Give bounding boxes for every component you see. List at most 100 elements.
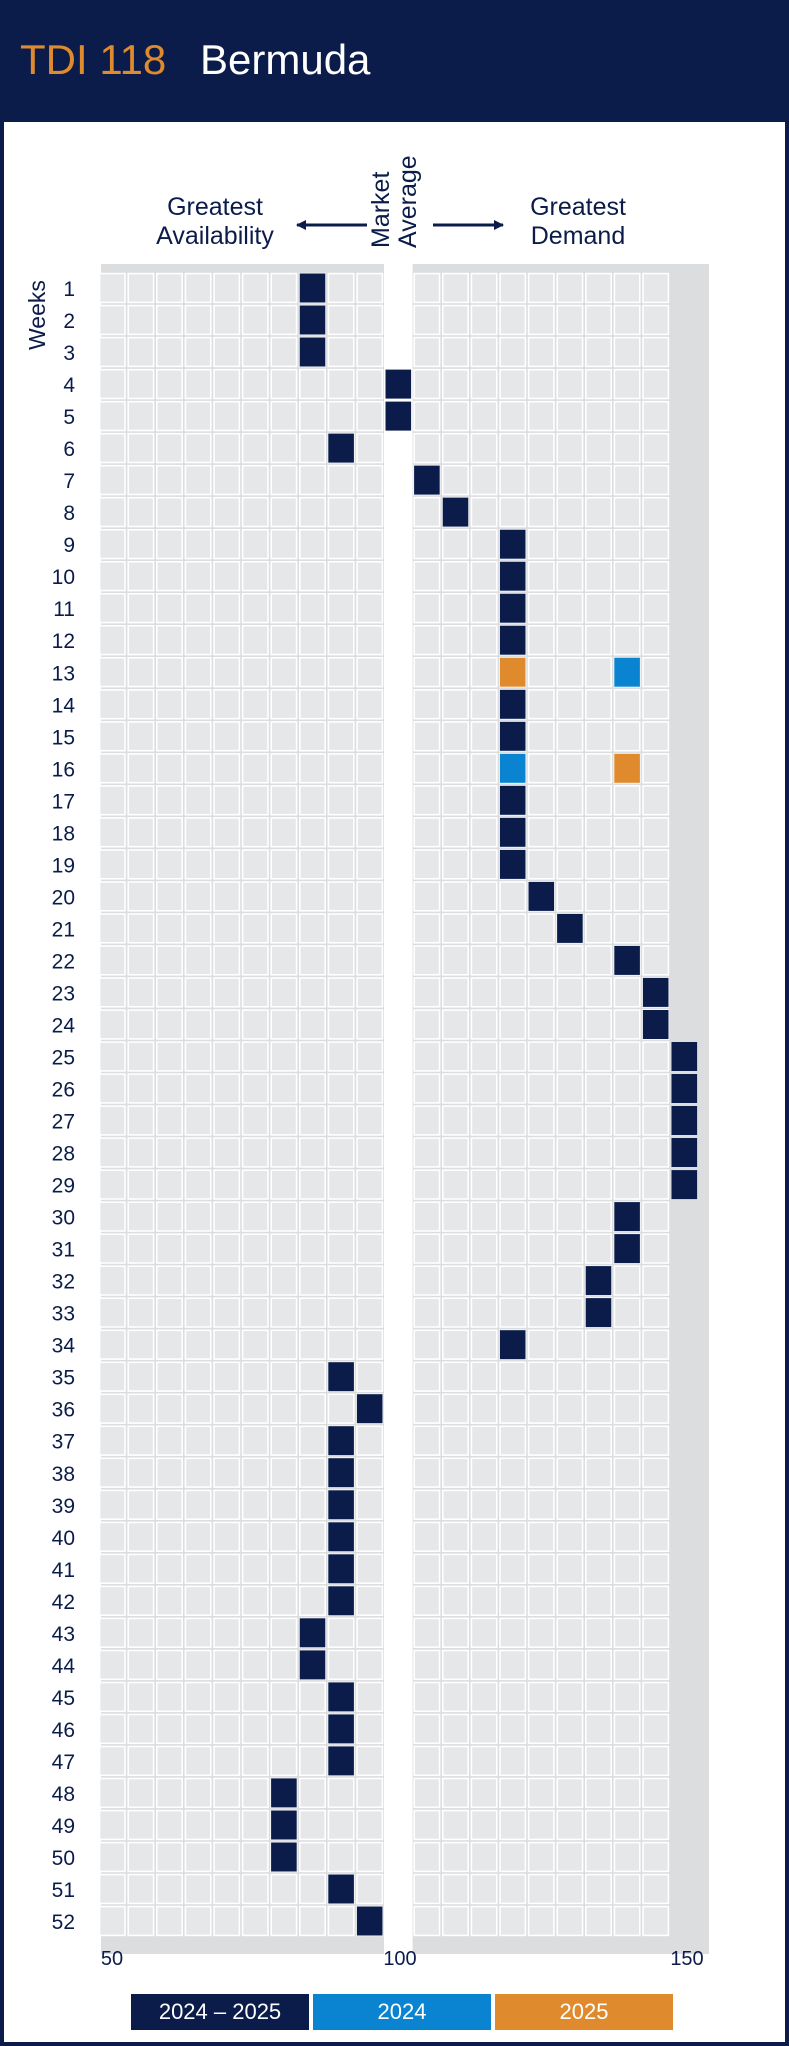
grid-cell: [613, 1745, 641, 1777]
grid-cell: [270, 1201, 298, 1232]
grid-cell: [241, 1489, 269, 1521]
grid-cell: [441, 1777, 469, 1809]
grid-cell: [642, 1713, 670, 1745]
grid-cell: [127, 304, 155, 336]
grid-cell: [127, 881, 155, 912]
grid-cell: [441, 1553, 469, 1585]
grid-cell: [213, 432, 241, 464]
grid-cell: [413, 1361, 441, 1392]
grid-cell: [98, 1297, 126, 1328]
grid-cell: [470, 496, 498, 528]
grid-cell: [213, 1873, 241, 1905]
grid-cell: [184, 272, 212, 304]
grid-cell: [584, 1553, 612, 1585]
grid-cell: [642, 1905, 670, 1937]
grid-cell: [413, 1905, 441, 1937]
grid-cell: [527, 913, 555, 944]
grid-cell: [556, 1713, 584, 1745]
grid-cell: [613, 1265, 641, 1296]
grid-cell: [441, 1137, 469, 1168]
mark-2024-2025: [499, 817, 526, 847]
grid-cell: [298, 1841, 326, 1873]
grid-cell: [327, 400, 355, 432]
grid-cell: [556, 336, 584, 368]
grid-cell: [499, 1393, 527, 1424]
grid-cell: [156, 1041, 184, 1072]
grid-cell: [127, 1297, 155, 1328]
week-tick-label: 10: [52, 566, 75, 589]
grid-cell: [642, 1137, 670, 1168]
grid-cell: [584, 1169, 612, 1200]
grid-cell: [98, 945, 126, 976]
grid-cell: [441, 945, 469, 976]
grid-cell: [213, 1105, 241, 1136]
grid-cell: [470, 977, 498, 1008]
week-tick-label: 45: [52, 1687, 75, 1710]
grid-cell: [270, 1393, 298, 1424]
grid-cell: [270, 1041, 298, 1072]
grid-cell: [241, 1649, 269, 1681]
grid-cell: [527, 1809, 555, 1841]
grid-cell: [98, 1233, 126, 1264]
mark-2024-2025: [299, 1650, 326, 1680]
grid-cell: [184, 1041, 212, 1072]
grid-cell: [584, 1489, 612, 1521]
grid-cell: [356, 592, 384, 624]
grid-cell: [184, 560, 212, 592]
grid-cell: [298, 1681, 326, 1713]
grid-cell: [213, 1201, 241, 1232]
grid-cell: [584, 368, 612, 400]
grid-cell: [470, 721, 498, 752]
grid-cell: [127, 1521, 155, 1553]
grid-cell: [298, 1873, 326, 1905]
grid-cell: [98, 1425, 126, 1456]
grid-cell: [98, 1265, 126, 1296]
grid-cell: [527, 1905, 555, 1937]
grid-cell: [527, 1681, 555, 1713]
grid-cell: [156, 272, 184, 304]
grid-cell: [241, 1681, 269, 1713]
grid-cell: [642, 656, 670, 688]
grid-cell: [556, 368, 584, 400]
grid-cell: [556, 1553, 584, 1585]
grid-cell: [184, 945, 212, 976]
week-tick-label: 27: [52, 1111, 75, 1134]
grid-cell: [127, 528, 155, 560]
grid-cell: [327, 721, 355, 752]
grid-cell: [213, 1521, 241, 1553]
grid-cell: [499, 336, 527, 368]
grid-cell: [470, 1329, 498, 1360]
grid-cell: [527, 1521, 555, 1553]
grid-cell: [613, 1457, 641, 1488]
grid-cell: [270, 721, 298, 752]
grid-cell: [499, 1457, 527, 1488]
grid-cell: [98, 689, 126, 720]
grid-cell: [127, 785, 155, 816]
grid-cell: [584, 400, 612, 432]
grid-cell: [184, 1457, 212, 1488]
grid-cell: [298, 1073, 326, 1104]
grid-cell: [98, 721, 126, 752]
grid-cell: [527, 1041, 555, 1072]
grid-cell: [156, 1489, 184, 1521]
grid-cell: [642, 1361, 670, 1392]
week-tick-label: 23: [52, 983, 75, 1006]
grid-cell: [213, 881, 241, 912]
grid-cell: [356, 1329, 384, 1360]
grid-cell: [413, 1649, 441, 1681]
grid-cell: [356, 1681, 384, 1713]
grid-cell: [156, 496, 184, 528]
right-label-line1: Greatest: [530, 193, 626, 221]
grid-cell: [241, 1777, 269, 1809]
mark-2024-2025: [328, 1426, 354, 1456]
grid-cell: [298, 1265, 326, 1296]
grid-cell: [213, 592, 241, 624]
grid-cell: [556, 1841, 584, 1873]
grid-cell: [613, 1681, 641, 1713]
grid-cell: [156, 1873, 184, 1905]
week-tick-label: 18: [52, 822, 75, 845]
grid-cell: [298, 624, 326, 656]
grid-cell: [470, 1681, 498, 1713]
grid-cell: [441, 624, 469, 656]
grid-cell: [470, 1841, 498, 1873]
